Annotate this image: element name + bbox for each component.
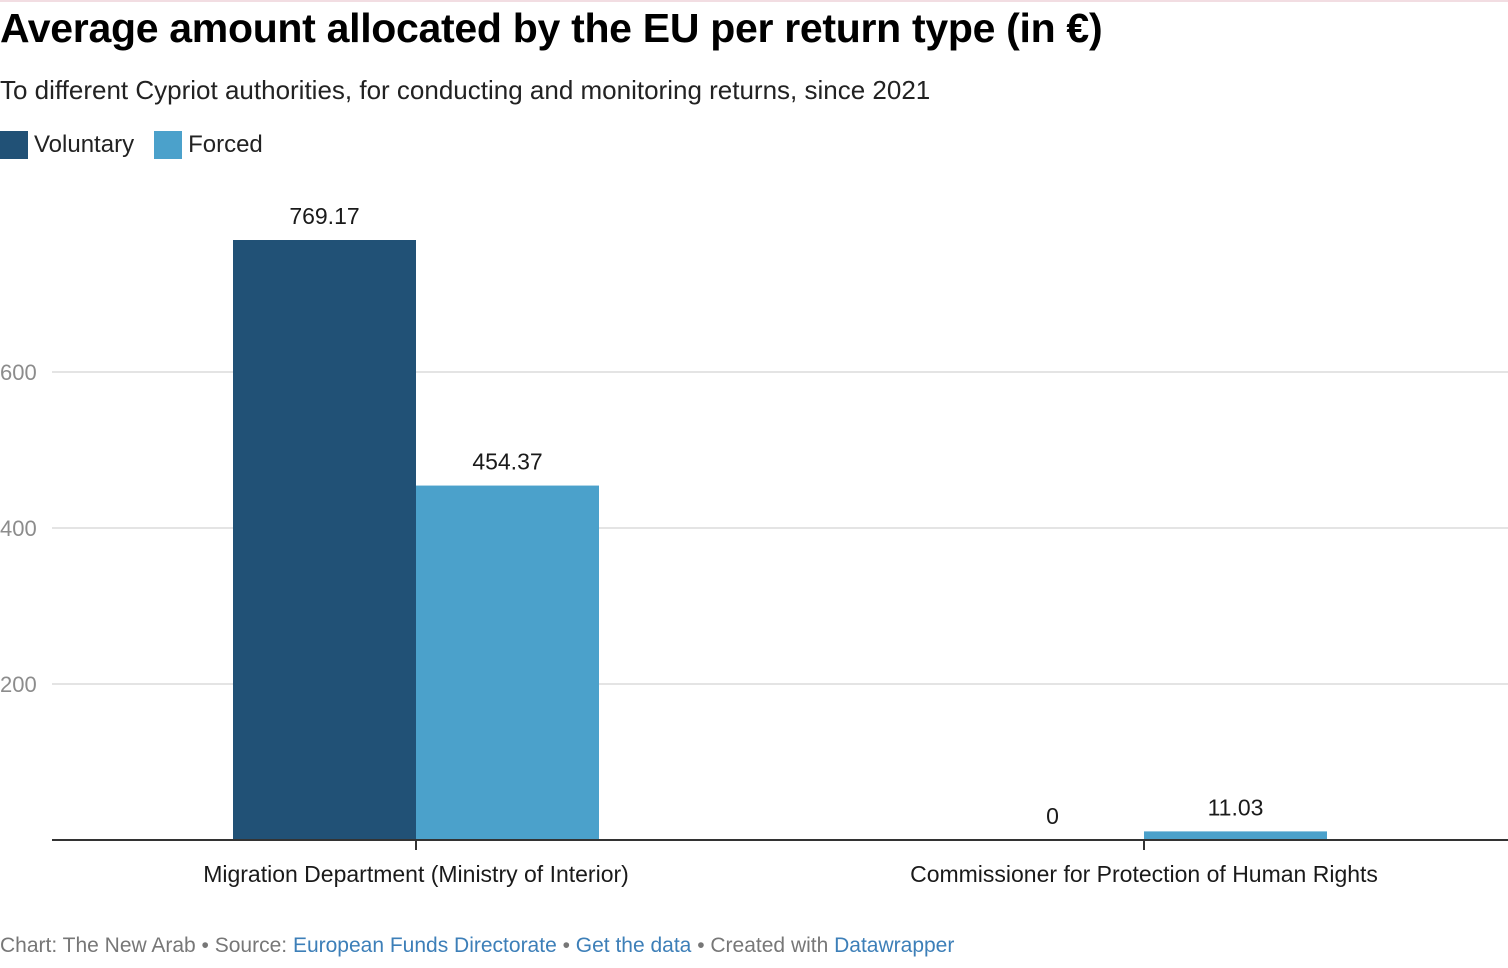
footer-datawrapper-link[interactable]: Datawrapper: [834, 934, 955, 957]
footer-source-link[interactable]: European Funds Directorate: [292, 934, 557, 957]
chart-title: Average amount allocated by the EU per r…: [0, 5, 1103, 51]
bar-voluntary-0: [233, 240, 416, 840]
footer-separator: •: [556, 934, 576, 957]
legend-swatch-voluntary: [0, 131, 28, 159]
data-label-voluntary-0: 769.17: [289, 203, 359, 229]
legend-label-forced: Forced: [188, 131, 263, 158]
x-category-label-0: Migration Department (Ministry of Interi…: [203, 861, 629, 887]
legend-label-voluntary: Voluntary: [34, 131, 135, 158]
legend-swatch-forced: [154, 131, 183, 159]
chart-footer: Chart: The New Arab • Source: European F…: [0, 933, 954, 959]
legend-item-forced: Forced: [154, 131, 263, 159]
legend: Voluntary Forced: [0, 130, 283, 160]
footer-created-with: • Created with: [691, 934, 835, 957]
y-tick-label-600: 600: [0, 360, 37, 385]
y-tick-label-200: 200: [0, 672, 37, 697]
chart-subtitle: To different Cypriot authorities, for co…: [0, 75, 931, 105]
x-category-label-1: Commissioner for Protection of Human Rig…: [910, 861, 1378, 887]
y-tick-label-400: 400: [0, 516, 37, 541]
footer-get-data-link[interactable]: Get the data: [575, 934, 692, 957]
data-label-forced-0: 454.37: [472, 449, 542, 475]
bar-forced-0: [416, 485, 599, 840]
top-accent-line: [0, 0, 1508, 2]
legend-item-voluntary: Voluntary: [0, 131, 134, 159]
data-label-voluntary-1: 0: [1046, 803, 1059, 829]
footer-credit: Chart: The New Arab • Source:: [0, 934, 293, 957]
data-label-forced-1: 11.03: [1208, 794, 1264, 820]
bar-forced-1: [1144, 831, 1327, 840]
